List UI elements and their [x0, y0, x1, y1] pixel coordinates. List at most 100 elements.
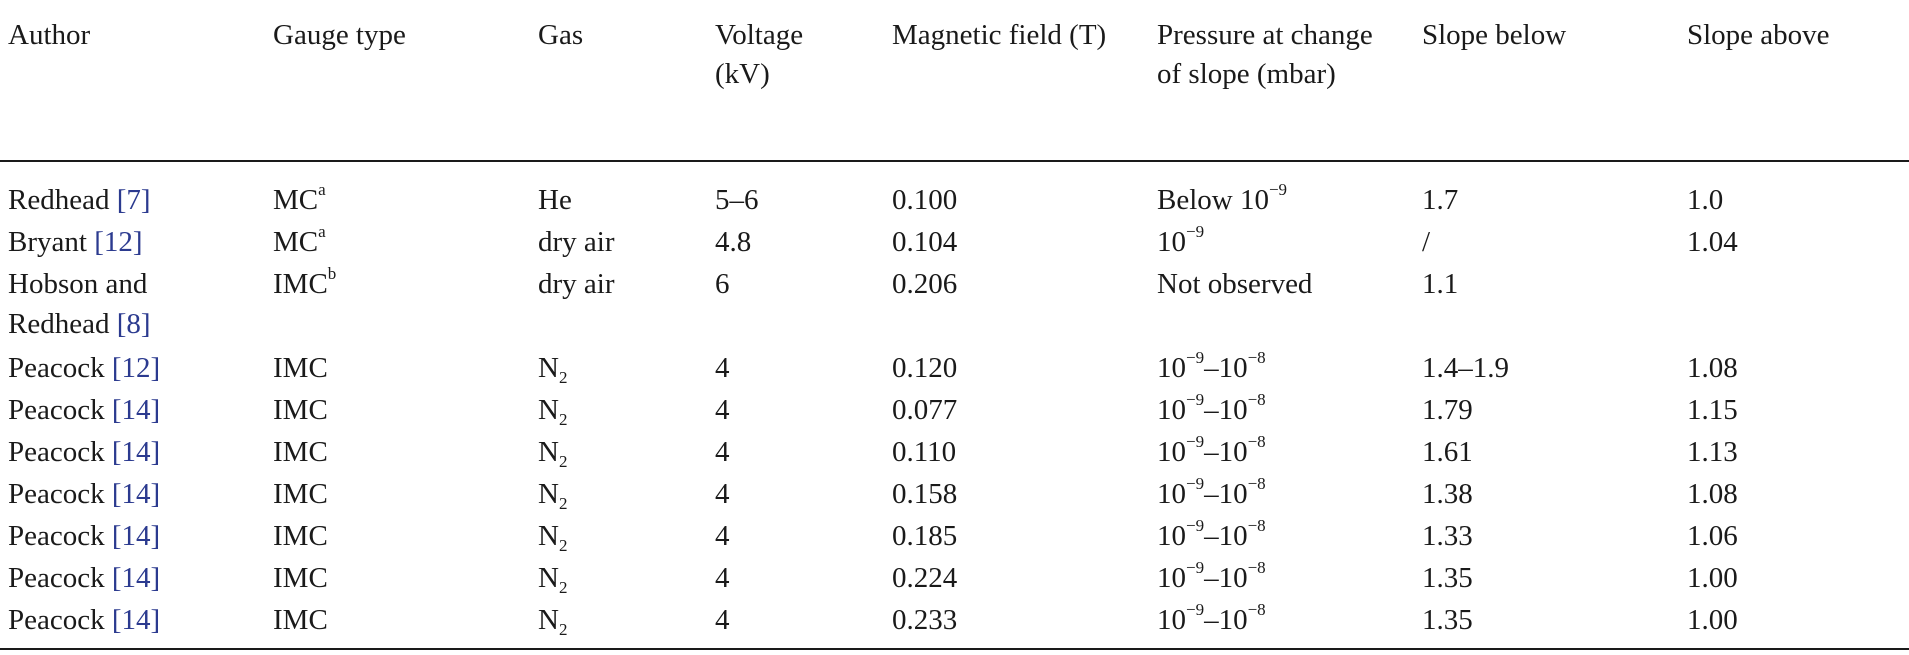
- cell-voltage: 4: [715, 520, 730, 552]
- cell-slope-above: 1.0: [1687, 184, 1724, 216]
- data-table: Author Gauge type Gas Voltage (kV) Magne…: [0, 10, 1909, 650]
- pressure-exponent-2: −8: [1247, 390, 1266, 409]
- reference-link[interactable]: [14]: [111, 436, 161, 468]
- cell-magnetic-field: 0.110: [892, 436, 957, 468]
- cell-gauge-type: IMC: [265, 474, 530, 516]
- pressure-exponent: −9: [1186, 432, 1205, 451]
- cell-voltage: 4: [715, 352, 730, 384]
- cell-slope-below: 1.38: [1422, 478, 1473, 510]
- cell-slope-above: 1.04: [1687, 226, 1738, 258]
- author-name: Peacock: [8, 436, 105, 468]
- pressure-base: Not observed: [1157, 268, 1313, 300]
- pressure-exponent: −9: [1186, 516, 1205, 535]
- gas-subscript: 2: [558, 452, 568, 471]
- header-gas: Gas: [530, 10, 707, 162]
- cell-pressure: 10−9–10−8: [1149, 474, 1414, 516]
- cell-slope-above: 1.15: [1687, 394, 1738, 426]
- gas-subscript: 2: [558, 368, 568, 387]
- cell-magnetic-field: 0.206: [892, 268, 958, 300]
- pressure-range-base: –10: [1204, 604, 1248, 636]
- cell-gas: N2: [530, 348, 707, 390]
- reference-link[interactable]: [14]: [111, 520, 161, 552]
- header-gauge-type: Gauge type: [265, 10, 530, 162]
- author-name-line2: Redhead: [8, 308, 110, 340]
- gauge-type: MC: [273, 226, 319, 258]
- cell-pressure: 10−9: [1149, 222, 1414, 264]
- cell-slope-above: 1.13: [1687, 436, 1738, 468]
- cell-slope-below: 1.7: [1422, 184, 1459, 216]
- gauge-type: IMC: [273, 604, 328, 636]
- table-row: Hobson and Redhead [8] IMCb dry air 6 0.206 No…: [0, 264, 1909, 348]
- cell-author: Peacock [14]: [0, 432, 265, 474]
- cell-gas: N2: [530, 474, 707, 516]
- cell-voltage: 4: [715, 436, 730, 468]
- gas-name: N: [538, 520, 559, 552]
- gas-name: He: [538, 184, 572, 216]
- cell-voltage: 4: [715, 478, 730, 510]
- pressure-range-base: –10: [1204, 352, 1248, 384]
- cell-author: Peacock [14]: [0, 558, 265, 600]
- cell-pressure: 10−9–10−8: [1149, 600, 1414, 650]
- cell-slope-below: 1.61: [1422, 436, 1473, 468]
- table-row: Peacock [14] IMC N2 4 0.158 10−9–10−8 1.38 1.08: [0, 474, 1909, 516]
- header-pressure: Pressure at change of slope (mbar): [1149, 10, 1414, 162]
- gas-subscript: 2: [558, 494, 568, 513]
- author-name: Redhead: [8, 184, 110, 216]
- cell-magnetic-field: 0.077: [892, 394, 958, 426]
- cell-magnetic-field: 0.185: [892, 520, 958, 552]
- reference-link[interactable]: [12]: [111, 352, 161, 384]
- reference-link[interactable]: [12]: [94, 226, 143, 258]
- reference-link[interactable]: [7]: [116, 184, 151, 216]
- cell-magnetic-field: 0.233: [884, 600, 1149, 650]
- cell-gauge-type: IMC: [265, 516, 530, 558]
- gauge-type: IMC: [273, 352, 328, 384]
- gauge-type: IMC: [273, 478, 328, 510]
- table-header: Author Gauge type Gas Voltage (kV) Magne…: [0, 10, 1909, 162]
- author-name: Peacock: [8, 562, 105, 594]
- pressure-exponent-2: −8: [1247, 558, 1266, 577]
- cell-magnetic-field: 0.120: [892, 352, 958, 384]
- pressure-range-base: –10: [1204, 520, 1248, 552]
- cell-pressure: 10−9–10−8: [1149, 348, 1414, 390]
- header-slope-above: Slope above: [1679, 10, 1909, 162]
- reference-link[interactable]: [14]: [111, 478, 161, 510]
- gas-name: N: [538, 394, 559, 426]
- gauge-type: IMC: [273, 268, 328, 300]
- pressure-base: 10: [1157, 520, 1186, 552]
- cell-gas: N2: [530, 432, 707, 474]
- pressure-base: 10: [1157, 562, 1186, 594]
- cell-gas: dry air: [530, 222, 707, 264]
- gas-name: dry air: [538, 268, 615, 300]
- cell-gas: N2: [530, 390, 707, 432]
- cell-voltage: 5–6: [715, 184, 759, 216]
- gauge-type: IMC: [273, 436, 328, 468]
- reference-link[interactable]: [14]: [111, 604, 161, 636]
- reference-link[interactable]: [8]: [116, 308, 151, 340]
- cell-voltage: 4: [707, 600, 884, 650]
- cell-slope-above: 1.06: [1687, 520, 1738, 552]
- pressure-exponent-2: −8: [1247, 348, 1266, 367]
- reference-link[interactable]: [14]: [111, 394, 161, 426]
- cell-gas: N2: [530, 558, 707, 600]
- cell-pressure: 10−9–10−8: [1149, 516, 1414, 558]
- cell-author: Peacock [14]: [0, 474, 265, 516]
- gas-name: N: [538, 352, 559, 384]
- cell-slope-below: 1.35: [1414, 600, 1679, 650]
- cell-pressure: Not observed: [1149, 264, 1414, 348]
- pressure-exponent: −9: [1186, 474, 1205, 493]
- cell-pressure: 10−9–10−8: [1149, 558, 1414, 600]
- gas-name: N: [538, 436, 559, 468]
- cell-gauge-type: IMC: [265, 348, 530, 390]
- header-author: Author: [0, 10, 265, 162]
- cell-gas: He: [530, 161, 707, 222]
- cell-gas: N2: [530, 516, 707, 558]
- cell-pressure: Below 10−9: [1149, 161, 1414, 222]
- cell-voltage: 6: [715, 268, 730, 300]
- gas-subscript: 2: [558, 536, 568, 555]
- reference-link[interactable]: [14]: [111, 562, 161, 594]
- pressure-base: 10: [1157, 436, 1186, 468]
- cell-slope-above: 1.00: [1687, 562, 1738, 594]
- header-voltage: Voltage (kV): [707, 10, 884, 162]
- cell-magnetic-field: 0.104: [892, 226, 958, 258]
- cell-gauge-type: IMC: [265, 390, 530, 432]
